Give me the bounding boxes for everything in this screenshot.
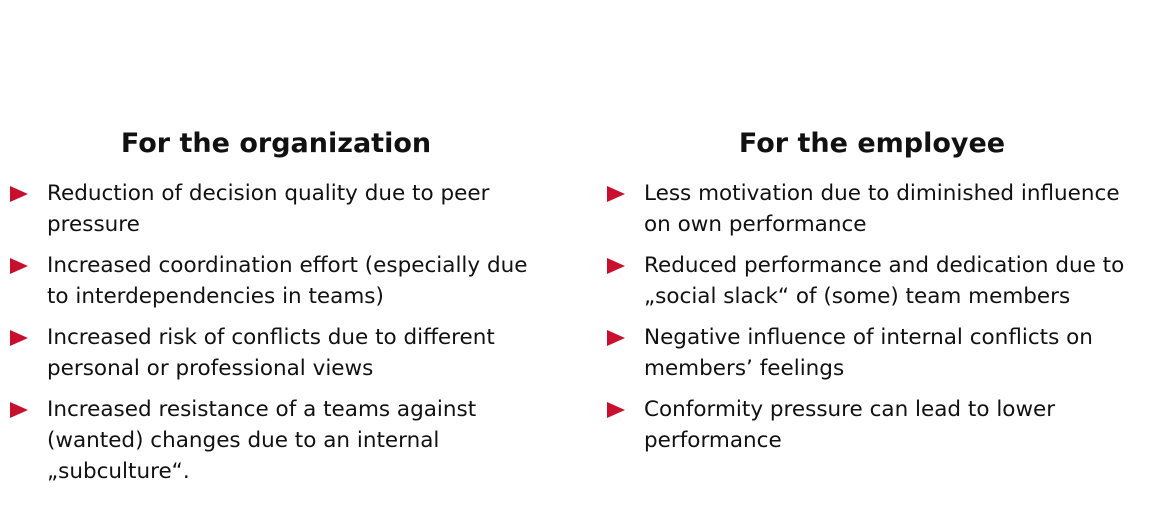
bullet-triangle-icon xyxy=(10,330,28,346)
list-item: Reduction of decision quality due to pee… xyxy=(10,178,570,240)
item-line: performance xyxy=(644,428,782,453)
employee-column: For the employee Less motivation due to … xyxy=(607,124,1150,466)
organization-list: Reduction of decision quality due to pee… xyxy=(10,178,570,487)
item-line: Increased coordination effort (especiall… xyxy=(47,253,528,278)
item-line: Increased risk of conflicts due to diffe… xyxy=(47,325,495,350)
item-line: Conformity pressure can lead to lower xyxy=(644,397,1056,422)
item-line: Reduced performance and dedication due t… xyxy=(644,253,1125,278)
list-item: Less motivation due to diminished influe… xyxy=(607,178,1150,240)
organization-column: For the organization Reduction of decisi… xyxy=(10,124,570,497)
list-item: Reduced performance and dedication due t… xyxy=(607,250,1150,312)
bullet-triangle-icon xyxy=(10,258,28,274)
item-line: „social slack“ of (some) team members xyxy=(644,284,1071,309)
item-line: Reduction of decision quality due to pee… xyxy=(47,181,490,206)
employee-heading: For the employee xyxy=(738,128,1006,159)
bullet-triangle-icon xyxy=(10,186,28,202)
item-line: „subculture“. xyxy=(47,459,190,484)
list-item: Increased coordination effort (especiall… xyxy=(10,250,570,312)
item-line: members’ feelings xyxy=(644,356,845,381)
item-line: pressure xyxy=(47,212,140,237)
list-item: Increased resistance of a teams against … xyxy=(10,394,570,487)
list-item: Increased risk of conflicts due to diffe… xyxy=(10,322,570,384)
bullet-triangle-icon xyxy=(607,186,625,202)
bullet-triangle-icon xyxy=(607,402,625,418)
item-line: (wanted) changes due to an internal xyxy=(47,428,440,453)
bullet-triangle-icon xyxy=(607,258,625,274)
item-line: Negative influence of internal conflicts… xyxy=(644,325,1093,350)
organization-heading: For the organization xyxy=(120,128,432,159)
item-line: to interdependencies in teams) xyxy=(47,284,384,309)
list-item: Conformity pressure can lead to lower pe… xyxy=(607,394,1150,456)
employee-list: Less motivation due to diminished influe… xyxy=(607,178,1150,456)
item-line: Less motivation due to diminished influe… xyxy=(644,181,1120,206)
bullet-triangle-icon xyxy=(10,402,28,418)
item-line: on own performance xyxy=(644,212,867,237)
item-line: personal or professional views xyxy=(47,356,374,381)
bullet-triangle-icon xyxy=(607,330,625,346)
item-line: Increased resistance of a teams against xyxy=(47,397,477,422)
list-item: Negative influence of internal conflicts… xyxy=(607,322,1150,384)
